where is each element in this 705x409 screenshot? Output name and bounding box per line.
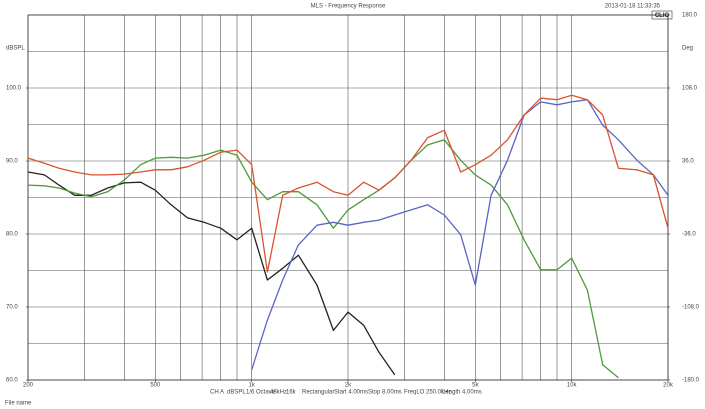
info-text: 48kHz: [270, 390, 287, 396]
x-tick-label: 20k: [663, 383, 674, 389]
info-text: Stop 8.00ms: [368, 390, 402, 396]
x-tick-label: 2k: [345, 383, 352, 389]
info-text: dBSPL: [227, 390, 246, 396]
logo: CLIO: [655, 13, 670, 19]
info-text: Rectangular: [302, 390, 334, 396]
x-tick-label: 500: [150, 383, 161, 389]
chart-title: MLS - Frequency Response: [311, 4, 386, 10]
info-text: FreqLO 250.0kHz: [404, 390, 451, 396]
series-line: [251, 99, 669, 370]
series-line: [27, 139, 619, 379]
x-tick-label: 200: [23, 383, 34, 389]
x-tick-label: 1k: [248, 383, 255, 389]
y2-tick-label: 36.0: [682, 159, 694, 165]
info-text: Length 4.00ms: [442, 390, 482, 396]
y2-axis-label: Deg: [682, 46, 693, 52]
timestamp: 2013-01-18 11:33:35: [605, 4, 661, 10]
info-text: Start 4.00ms: [334, 390, 368, 396]
info-text: 1/6 Octave: [246, 390, 276, 396]
y2-tick-label: -36.0: [682, 232, 696, 238]
y-tick-label: 70.0: [6, 305, 18, 311]
y-axis-label: dBSPL: [6, 46, 25, 52]
y2-tick-label: 180.0: [682, 13, 698, 19]
series-line: [27, 171, 396, 376]
info-text: 16k: [286, 390, 297, 396]
y2-tick-label: -180.0: [682, 378, 700, 384]
series-line: [27, 94, 669, 273]
info-text: CH A: [210, 390, 224, 396]
x-tick-label: 5k: [472, 383, 479, 389]
y-tick-label: 80.0: [6, 232, 18, 238]
y-tick-label: 90.0: [6, 159, 18, 165]
y2-tick-label: -108.0: [682, 305, 700, 311]
y2-tick-label: 108.0: [682, 86, 698, 92]
x-tick-label: 10k: [567, 383, 578, 389]
footer: File name: [5, 401, 32, 407]
y-tick-label: 100.0: [6, 86, 22, 92]
y-tick-label: 60.0: [6, 378, 18, 384]
